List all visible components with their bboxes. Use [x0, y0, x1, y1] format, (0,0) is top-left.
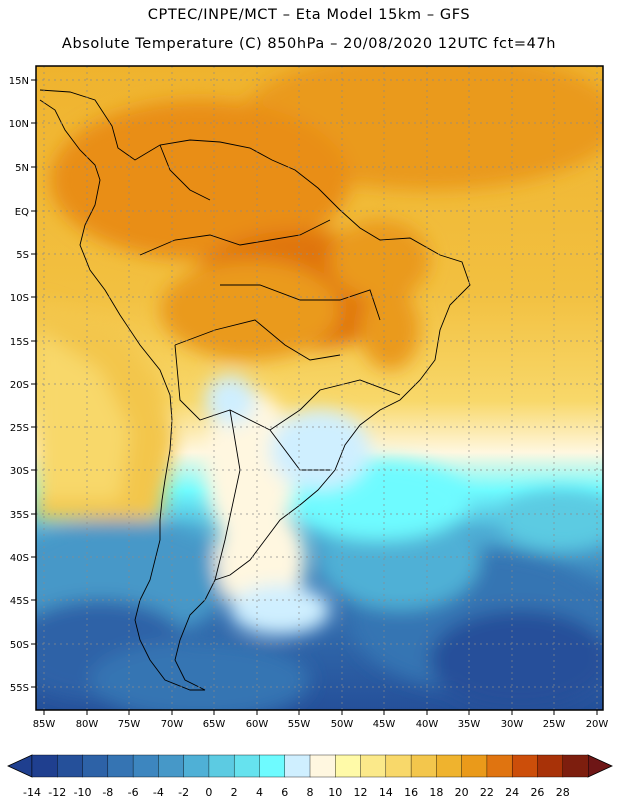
colorbar-swatch — [233, 754, 260, 778]
colorbar-swatch — [436, 754, 463, 778]
colorbar-label: 0 — [205, 786, 212, 799]
colorbar-swatch — [511, 754, 538, 778]
lon-label: 30W — [501, 719, 524, 730]
colorbar-label: 18 — [429, 786, 443, 799]
colorbar-swatch — [486, 754, 513, 778]
lat-label: 30S — [10, 466, 29, 477]
lon-label: 85W — [33, 719, 56, 730]
colorbar-swatch — [309, 754, 336, 778]
lat-label: 10S — [10, 293, 29, 304]
colorbar-label: 14 — [379, 786, 393, 799]
title-line-1: CPTEC/INPE/MCT – Eta Model 15km – GFS — [147, 7, 471, 23]
colorbar-label: 16 — [404, 786, 418, 799]
colorbar-label: -10 — [74, 786, 92, 799]
map-frame — [35, 65, 604, 711]
lon-label: 70W — [161, 719, 184, 730]
colorbar-label: 8 — [307, 786, 314, 799]
colorbar-label: 20 — [455, 786, 469, 799]
lat-label: 10N — [9, 119, 29, 130]
lat-label: 5S — [16, 250, 29, 261]
lat-label: EQ — [15, 207, 29, 218]
lon-label: 50W — [331, 719, 354, 730]
colorbar-labels: -14 -12 -10 -8 -6 -4 -2 0 2 4 6 8 10 12 14 16 18 20 22 24 26… — [23, 786, 570, 799]
lat-label: 15S — [10, 337, 29, 348]
colorbar-swatch — [183, 754, 210, 778]
lat-label: 20S — [10, 380, 29, 391]
colorbar-label: 4 — [256, 786, 263, 799]
colorbar-swatch — [31, 754, 58, 778]
lat-label: 45S — [10, 596, 29, 607]
colorbar-swatch — [385, 754, 412, 778]
lon-label: 55W — [288, 719, 311, 730]
colorbar-label: 26 — [530, 786, 544, 799]
lat-label: 50S — [10, 640, 29, 651]
colorbar-swatch — [410, 754, 437, 778]
colorbar-swatch — [57, 754, 84, 778]
colorbar-label: 10 — [328, 786, 342, 799]
title-line-2: Absolute Temperature (C) 850hPa – 20/08/… — [61, 36, 557, 52]
axis-ticks — [31, 79, 598, 715]
coastlines — [39, 89, 471, 691]
colorbar-swatch — [259, 754, 286, 778]
colorbar-label: 28 — [556, 786, 570, 799]
longitude-labels: 85W 80W 75W 70W 65W 60W 55W 50W 45W 40W … — [33, 719, 609, 730]
colorbar-label: -6 — [128, 786, 139, 799]
colorbar-label: 12 — [354, 786, 368, 799]
colorbar-swatch — [284, 754, 311, 778]
temperature-field — [36, 66, 603, 710]
latitude-labels: 15N 10N 5N EQ 5S 10S 15S 20S 25S 30S 35S… — [9, 76, 29, 694]
lon-label: 40W — [416, 719, 439, 730]
colorbar-right-arrow — [587, 754, 613, 778]
lon-label: 20W — [586, 719, 609, 730]
colorbar-label: 6 — [281, 786, 288, 799]
colorbar-label: 2 — [231, 786, 238, 799]
lon-label: 25W — [543, 719, 566, 730]
colorbar-swatch — [158, 754, 185, 778]
colorbar-label: -2 — [178, 786, 189, 799]
colorbar-swatch — [461, 754, 488, 778]
lon-label: 45W — [373, 719, 396, 730]
colorbar: -14 -12 -10 -8 -6 -4 -2 0 2 4 6 8 10 12 14 16 18 20 22 24 26… — [7, 754, 613, 799]
lat-label: 55S — [10, 683, 29, 694]
colorbar-label: -12 — [48, 786, 66, 799]
lon-label: 65W — [203, 719, 226, 730]
lat-label: 15N — [9, 76, 29, 87]
lon-label: 75W — [118, 719, 141, 730]
colorbar-label: -14 — [23, 786, 41, 799]
colorbar-swatch — [562, 754, 589, 778]
colorbar-swatches — [31, 754, 589, 778]
colorbar-label: -8 — [102, 786, 113, 799]
colorbar-swatch — [360, 754, 387, 778]
colorbar-swatch — [537, 754, 564, 778]
lat-label: 25S — [10, 423, 29, 434]
lat-label: 5N — [15, 163, 29, 174]
colorbar-label: 24 — [505, 786, 519, 799]
lat-label: 40S — [10, 553, 29, 564]
colorbar-swatch — [335, 754, 362, 778]
lat-label: 35S — [10, 510, 29, 521]
lon-label: 80W — [76, 719, 99, 730]
colorbar-swatch — [132, 754, 159, 778]
colorbar-swatch — [208, 754, 235, 778]
lon-label: 60W — [246, 719, 269, 730]
colorbar-left-arrow — [7, 754, 33, 778]
colorbar-swatch — [107, 754, 134, 778]
gridlines — [36, 66, 603, 710]
lon-label: 35W — [458, 719, 481, 730]
colorbar-label: -4 — [153, 786, 164, 799]
colorbar-swatch — [82, 754, 109, 778]
colorbar-label: 22 — [480, 786, 494, 799]
